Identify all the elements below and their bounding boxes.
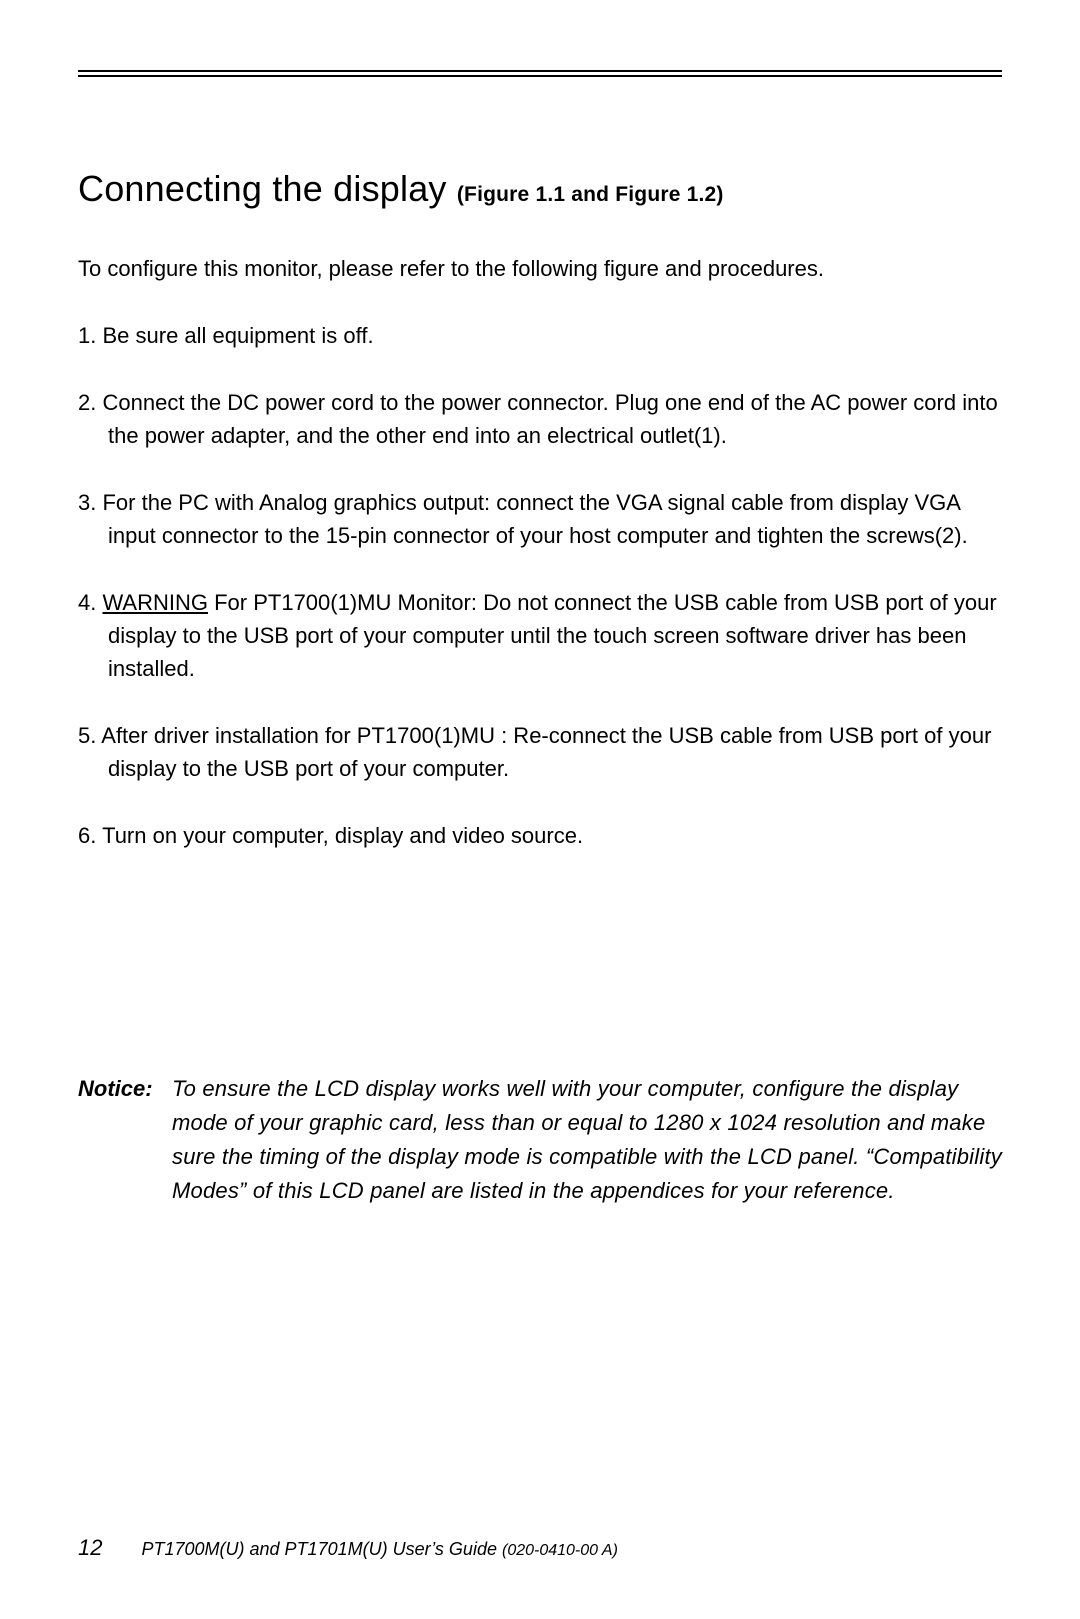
footer-doc-title: PT1700M(U) and PT1701M(U) User’s Guide bbox=[142, 1539, 497, 1559]
warning-label: WARNING bbox=[102, 590, 208, 615]
step-text: Turn on your computer, display and video… bbox=[102, 823, 583, 848]
step-item: 1. Be sure all equipment is off. bbox=[78, 319, 1002, 352]
step-text: Be sure all equipment is off. bbox=[102, 323, 373, 348]
step-text: For PT1700(1)MU Monitor: Do not connect … bbox=[108, 590, 997, 681]
footer-doc-number: (020-0410-00 A) bbox=[502, 1542, 618, 1559]
step-number: 1. bbox=[78, 323, 96, 348]
step-number: 3. bbox=[78, 490, 96, 515]
notice-text: To ensure the LCD display works well wit… bbox=[172, 1072, 1002, 1208]
top-rule bbox=[78, 70, 1002, 77]
step-number: 6. bbox=[78, 823, 96, 848]
notice-label: Notice: bbox=[78, 1072, 172, 1208]
heading-figure-reference: (Figure 1.1 and Figure 1.2) bbox=[457, 183, 724, 206]
step-text: For the PC with Analog graphics output: … bbox=[102, 490, 967, 548]
step-item: 2. Connect the DC power cord to the powe… bbox=[78, 386, 1002, 452]
step-item: 6. Turn on your computer, display and vi… bbox=[78, 819, 1002, 852]
step-item: 3. For the PC with Analog graphics outpu… bbox=[78, 486, 1002, 552]
step-number: 5. bbox=[78, 723, 96, 748]
page-title: Connecting the display (Figure 1.1 and F… bbox=[78, 167, 1002, 210]
page-footer: 12 PT1700M(U) and PT1701M(U) User’s Guid… bbox=[78, 1535, 1002, 1561]
heading-title: Connecting the display bbox=[78, 168, 447, 209]
notice-block: Notice: To ensure the LCD display works … bbox=[78, 1072, 1002, 1208]
step-number: 4. bbox=[78, 590, 96, 615]
step-text: Connect the DC power cord to the power c… bbox=[102, 390, 997, 448]
step-item: 4. WARNING For PT1700(1)MU Monitor: Do n… bbox=[78, 586, 1002, 685]
steps-list: 1. Be sure all equipment is off. 2. Conn… bbox=[78, 319, 1002, 852]
page: Connecting the display (Figure 1.1 and F… bbox=[0, 0, 1080, 1619]
intro-paragraph: To configure this monitor, please refer … bbox=[78, 252, 1002, 285]
step-number: 2. bbox=[78, 390, 96, 415]
page-number: 12 bbox=[78, 1535, 102, 1560]
step-text: After driver installation for PT1700(1)M… bbox=[101, 723, 991, 781]
step-item: 5. After driver installation for PT1700(… bbox=[78, 719, 1002, 785]
